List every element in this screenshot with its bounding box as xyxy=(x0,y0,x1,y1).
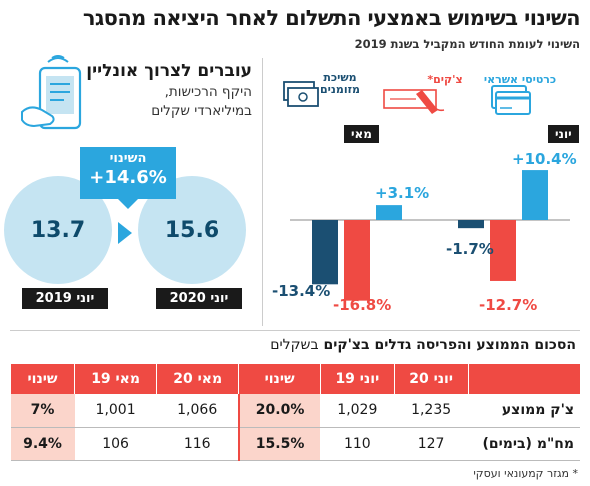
bar-may-cash xyxy=(312,220,338,285)
cash-icon xyxy=(283,81,319,107)
legend-cash: משיכת מזומנים xyxy=(320,71,360,96)
callout-pointer xyxy=(118,199,138,209)
value-2020: 15.6 xyxy=(164,217,220,243)
value-label-may-checks: -16.8% xyxy=(333,296,392,314)
change-label: השינוי xyxy=(109,151,147,166)
table-header: יוני 20 xyxy=(393,364,468,394)
table-unit: בשקלים xyxy=(270,337,319,353)
table-title: הסכום הממוצע והפריסה גדלים בצ'קים בשקלים xyxy=(270,337,576,353)
table-header: מאי 19 xyxy=(74,364,157,394)
table-cell: 1,066 xyxy=(156,394,239,428)
table-cell: 116 xyxy=(156,427,239,461)
table-cell-change: 20.0% xyxy=(237,394,321,428)
online-sub-2: במיליארדי שקלים xyxy=(151,103,252,119)
table-header: מאי 20 xyxy=(156,364,239,394)
table-cell-change: 7% xyxy=(10,394,75,428)
table-cell: 110 xyxy=(320,427,395,461)
bar-june-cash xyxy=(458,220,484,229)
online-heading: עוברים לצרוך אונליין xyxy=(86,61,252,81)
table-title-text: הסכום הממוצע והפריסה גדלים בצ'קים xyxy=(323,337,576,353)
value-label-june-credit: +10.4% xyxy=(512,150,577,168)
table-cell: 106 xyxy=(74,427,157,461)
label-2019: יוני 2019 xyxy=(22,288,108,309)
page-title: השינוי בשימוש באמצעי התשלום לאחר היציאה … xyxy=(82,6,581,30)
table-header xyxy=(467,364,580,394)
summary-table: יוני 20 יוני 19 שינוי מאי 20 מאי 19 שינו… xyxy=(9,364,580,461)
value-label-june-checks: -12.7% xyxy=(479,296,538,314)
credit-card-icon xyxy=(491,85,531,115)
bar-may-checks xyxy=(344,220,370,301)
change-value: +14.6% xyxy=(89,167,167,188)
section-divider xyxy=(262,58,263,326)
bar-june-checks xyxy=(490,220,516,281)
table-header: שינוי xyxy=(238,364,321,394)
row-label: צ'ק ממוצע xyxy=(468,394,580,428)
value-label-june-cash: -1.7% xyxy=(446,240,494,258)
table-cell: 127 xyxy=(394,427,468,461)
table-header: שינוי xyxy=(9,364,75,394)
online-sub-1: היקף הרכישות, xyxy=(164,84,252,100)
period-tag-may: מאי xyxy=(344,125,379,143)
check-icon xyxy=(383,89,445,114)
table-cell: 1,001 xyxy=(74,394,157,428)
value-2019: 13.7 xyxy=(30,217,86,243)
value-label-may-credit: +3.1% xyxy=(375,184,430,202)
period-tag-june: יוני xyxy=(548,125,579,143)
chart-subtitle: השינוי לעומת החודש המקביל בשנת 2019 xyxy=(354,37,580,51)
footnote: * מגזר קמעונאי ועסקי xyxy=(473,467,578,480)
value-label-may-cash: -13.4% xyxy=(272,282,331,300)
arrow-right-icon xyxy=(118,222,132,244)
table-cell: 1,235 xyxy=(394,394,468,428)
table-row: צ'ק ממוצע 1,235 1,029 20.0% 1,066 1,001 … xyxy=(10,394,580,428)
table-cell: 1,029 xyxy=(320,394,395,428)
bar-june-credit xyxy=(522,170,548,220)
change-box: השינוי +14.6% xyxy=(80,147,176,199)
bar-chart xyxy=(290,170,570,301)
table-divider xyxy=(10,330,580,331)
table-row: מח"מ (בימים) 127 110 15.5% 116 106 9.4% xyxy=(10,427,580,461)
tablet-icon xyxy=(21,55,82,130)
row-label: מח"מ (בימים) xyxy=(468,427,580,461)
bar-may-credit xyxy=(376,205,402,220)
table-cell-change: 9.4% xyxy=(10,427,75,461)
label-2020: יוני 2020 xyxy=(156,288,242,309)
table-header: יוני 19 xyxy=(319,364,395,394)
table-cell-change: 15.5% xyxy=(237,427,321,461)
legend-credit: כרטיסי אשראי xyxy=(483,73,557,86)
table-header-row: יוני 20 יוני 19 שינוי מאי 20 מאי 19 שינו… xyxy=(9,364,580,394)
legend-checks: צ'קים* xyxy=(427,73,463,86)
